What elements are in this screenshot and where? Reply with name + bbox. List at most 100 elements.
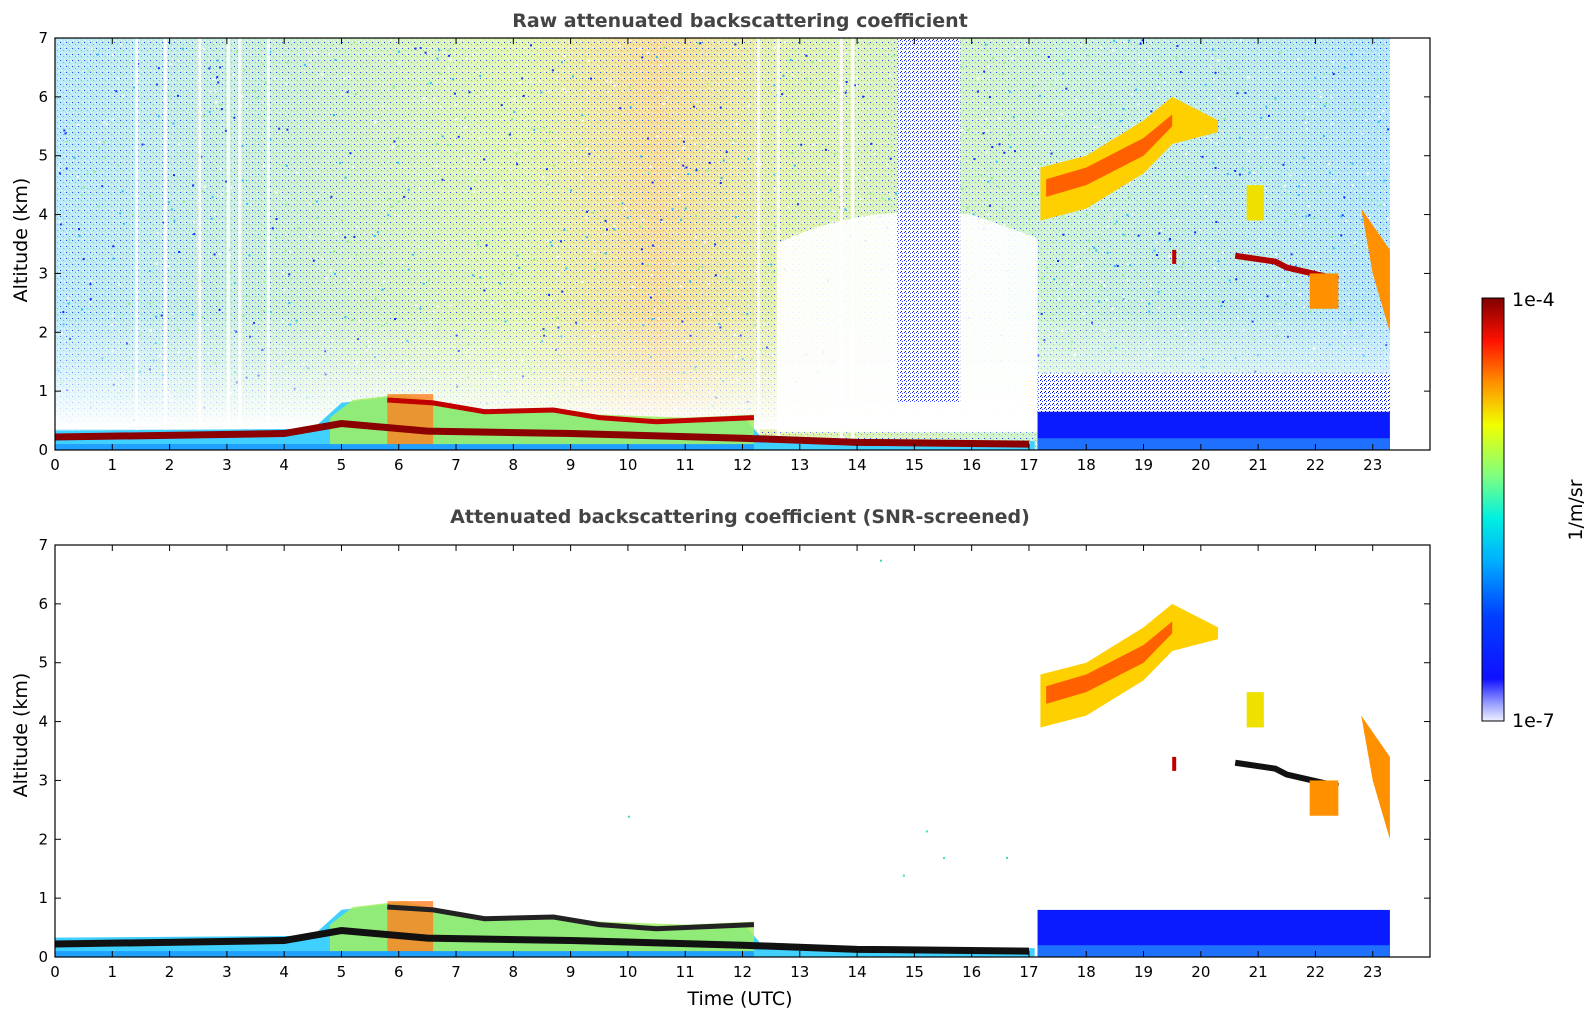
raw-axes: 0 1 2 3 4 5 6 7 8 9 10 11 12 13 14 15 16 17 18 19 20 21 22 2301… [38,29,1431,474]
x-tick-label: 7 [451,963,461,981]
colorbar-min-label: 1e-7 [1512,710,1555,732]
x-tick-label: 14 [848,456,867,474]
y-tick-label: 6 [38,88,48,106]
residual-layer-top [387,904,755,932]
small-cloud [1246,185,1264,221]
x-tick-label: 4 [279,963,289,981]
y-tick-label: 7 [38,29,48,47]
y-tick-label: 3 [38,771,48,789]
x-tick-label: 2 [165,456,175,474]
colorbar: 1e-4 1e-7 1/m/sr [1481,289,1587,732]
snr-plot-area [55,559,1390,957]
snr-screened-panel: Attenuated backscattering coefficient (S… [10,506,1431,1010]
x-tick-label: 6 [394,456,404,474]
x-tick-label: 13 [790,456,809,474]
x-tick-label: 11 [676,456,695,474]
raw-plot-area [55,38,1430,450]
x-tick-label: 21 [1249,456,1268,474]
x-tick-label: 6 [394,963,404,981]
raw-backscatter-panel: Raw attenuated backscattering coefficien… [10,10,1431,474]
x-tick-label: 23 [1363,963,1382,981]
x-tick-label: 12 [733,963,752,981]
raw-y-axis-label: Altitude (km) [10,178,32,303]
y-tick-label: 4 [38,713,48,731]
x-tick-label: 20 [1191,456,1210,474]
x-tick-label: 12 [733,456,752,474]
x-tick-label: 1 [108,963,118,981]
x-tick-label: 9 [566,963,576,981]
y-tick-label: 5 [38,147,48,165]
x-axis-label: Time (UTC) [686,988,792,1010]
x-tick-label: 11 [676,963,695,981]
x-tick-label: 16 [962,456,981,474]
mid-cloud [1234,759,1339,790]
y-tick-label: 5 [38,654,48,672]
y-tick-label: 3 [38,264,48,282]
boundary-layer-top [55,419,1029,448]
surface-layer [55,444,754,450]
cloud-fragment [1172,249,1177,264]
x-tick-label: 18 [1077,456,1096,474]
x-tick-label: 9 [566,456,576,474]
x-tick-label: 3 [222,963,232,981]
x-tick-label: 3 [222,456,232,474]
y-tick-label: 4 [38,206,48,224]
colorbar-unit-label: 1/m/sr [1565,479,1587,540]
x-tick-label: 8 [509,456,519,474]
x-tick-label: 4 [279,456,289,474]
snr-axes: 0 1 2 3 4 5 6 7 8 9 10 11 12 13 14 15 16 17 18 19 20 21 22 2301… [38,536,1431,981]
marine-layer-base [1037,438,1390,450]
x-tick-label: 17 [1019,456,1038,474]
x-tick-label: 7 [451,456,461,474]
x-tick-label: 23 [1363,456,1382,474]
y-tick-label: 0 [38,948,48,966]
x-tick-label: 10 [618,456,637,474]
edge-cloud [1361,208,1390,333]
x-tick-label: 1 [108,456,118,474]
x-tick-label: 5 [337,456,347,474]
x-tick-label: 22 [1306,963,1325,981]
small-cloud [1246,692,1264,728]
colorbar-gradient [1481,297,1505,722]
raw-blue-curtain [897,38,961,403]
residual-layer-top [387,397,755,425]
x-tick-label: 0 [50,456,60,474]
y-tick-label: 2 [38,323,48,341]
raw-panel-title: Raw attenuated backscattering coefficien… [512,10,968,32]
y-tick-label: 7 [38,536,48,554]
y-tick-label: 1 [38,889,48,907]
snr-panel-title: Attenuated backscattering coefficient (S… [450,506,1030,528]
plot-frame [54,544,1431,958]
x-tick-label: 17 [1019,963,1038,981]
y-tick-label: 6 [38,595,48,613]
x-tick-label: 19 [1134,963,1153,981]
x-tick-label: 19 [1134,456,1153,474]
cloud-fragment [1172,756,1177,771]
raw-low-noise [1037,373,1390,415]
colorbar-max-label: 1e-4 [1512,289,1555,311]
y-tick-label: 2 [38,830,48,848]
boundary-layer-top [55,926,1029,955]
x-tick-label: 10 [618,963,637,981]
snr-image [55,559,1390,957]
mid-cloud [1234,252,1339,283]
marine-layer-base [1037,945,1390,957]
edge-cloud [1361,715,1390,840]
x-tick-label: 18 [1077,963,1096,981]
cirrus-core [1046,621,1173,704]
mid-cloud-virga [1309,780,1339,816]
x-tick-label: 21 [1249,963,1268,981]
x-tick-label: 0 [50,963,60,981]
surface-layer [55,951,754,957]
x-tick-label: 15 [905,963,924,981]
snr-y-axis-label: Altitude (km) [10,673,32,798]
cirrus-core [1046,114,1173,197]
mid-cloud-virga [1309,273,1339,309]
x-tick-label: 22 [1306,456,1325,474]
x-tick-label: 8 [509,963,519,981]
raw-image [55,38,1430,450]
x-tick-label: 5 [337,963,347,981]
x-tick-label: 20 [1191,963,1210,981]
x-tick-label: 2 [165,963,175,981]
